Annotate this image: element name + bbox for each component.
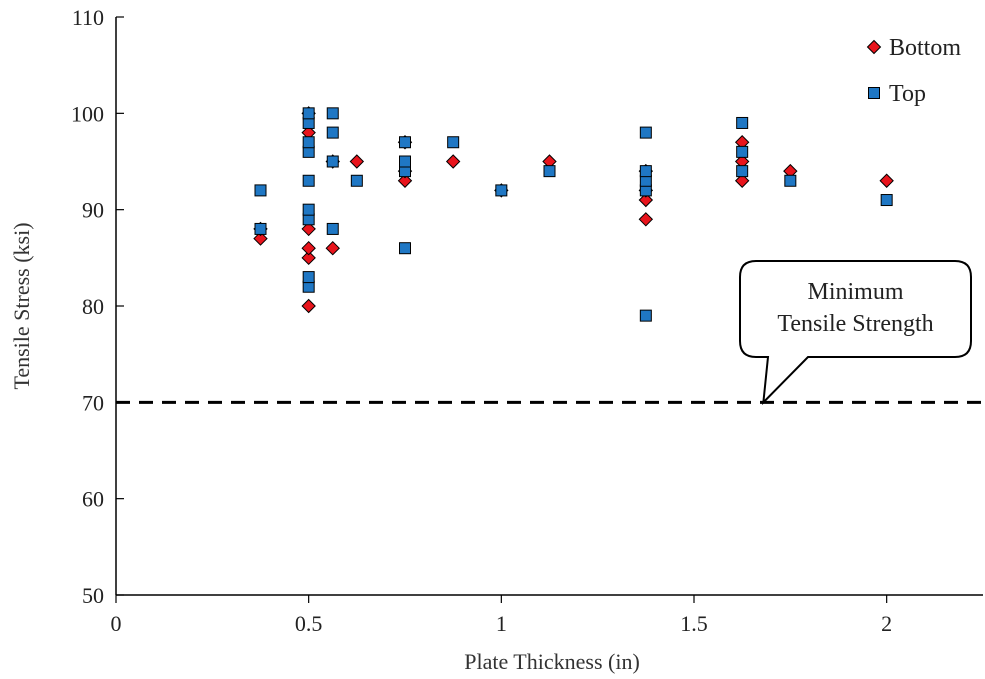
top-point [302,107,315,120]
top-point [326,107,339,120]
top-point [399,242,411,255]
x-tick-label: 1.5 [680,611,708,636]
x-tick-label: 0.5 [295,611,323,636]
bottom-point [879,173,894,188]
top-point [639,126,652,139]
bottom-point [445,154,461,169]
bottom-point [325,240,340,256]
top-point [326,155,339,168]
bottom-point [301,250,316,266]
y-tick-label: 70 [82,390,104,415]
bottom-point [349,154,365,169]
x-tick-label: 0 [111,611,122,636]
top-point [784,174,797,187]
top-point [447,136,460,149]
bottom-point [734,173,750,188]
bottom-point [301,221,316,237]
top-point [399,136,411,149]
top-point [254,222,267,235]
legend-label-bottom: Bottom [889,35,961,61]
x-ticks: 0 0.5 1 1.5 2 [111,595,892,636]
y-tick-label: 100 [71,101,104,126]
x-axis-title: Plate Thickness (in) [464,649,640,674]
top-point [399,155,411,168]
bottom-point [638,192,654,208]
y-ticks: 50 60 70 80 90 100 110 [71,5,124,608]
top-point [302,136,315,149]
top-point [302,271,315,284]
top-point [302,203,315,216]
top-point [736,145,749,158]
top-point [326,222,339,235]
y-tick-label: 80 [82,294,104,319]
bottom-point [253,231,268,246]
x-tick-label: 1 [496,611,507,636]
top-point [880,194,893,207]
bottom-point [397,173,413,188]
bottom-point [301,298,316,314]
top-point [495,184,508,197]
data-points [253,106,894,322]
y-axis-title: Tensile Stress (ksi) [9,222,34,389]
bottom-point [301,240,316,256]
legend-marker-bottom [866,39,882,55]
top-point [543,165,556,178]
legend-marker-top [868,87,880,99]
y-tick-label: 50 [82,583,104,608]
top-point [302,174,315,187]
callout-bubble [739,260,972,406]
callout-text-line: Tensile Strength [777,311,933,337]
top-point [350,174,363,187]
y-tick-label: 110 [72,5,104,30]
y-tick-label: 60 [82,487,104,512]
series-top [254,107,893,322]
y-tick-label: 90 [82,198,104,223]
top-point [736,165,749,178]
legend-label-top: Top [889,81,926,107]
x-tick-label: 2 [881,611,892,636]
legend: Bottom Top [866,35,961,107]
top-point [639,309,652,322]
bottom-point [638,212,654,227]
top-point [736,116,749,129]
top-point [639,165,652,178]
top-point [326,126,339,139]
callout: Minimum Tensile Strength [739,260,972,406]
top-point [254,184,267,197]
callout-text-line: Minimum [807,279,903,305]
